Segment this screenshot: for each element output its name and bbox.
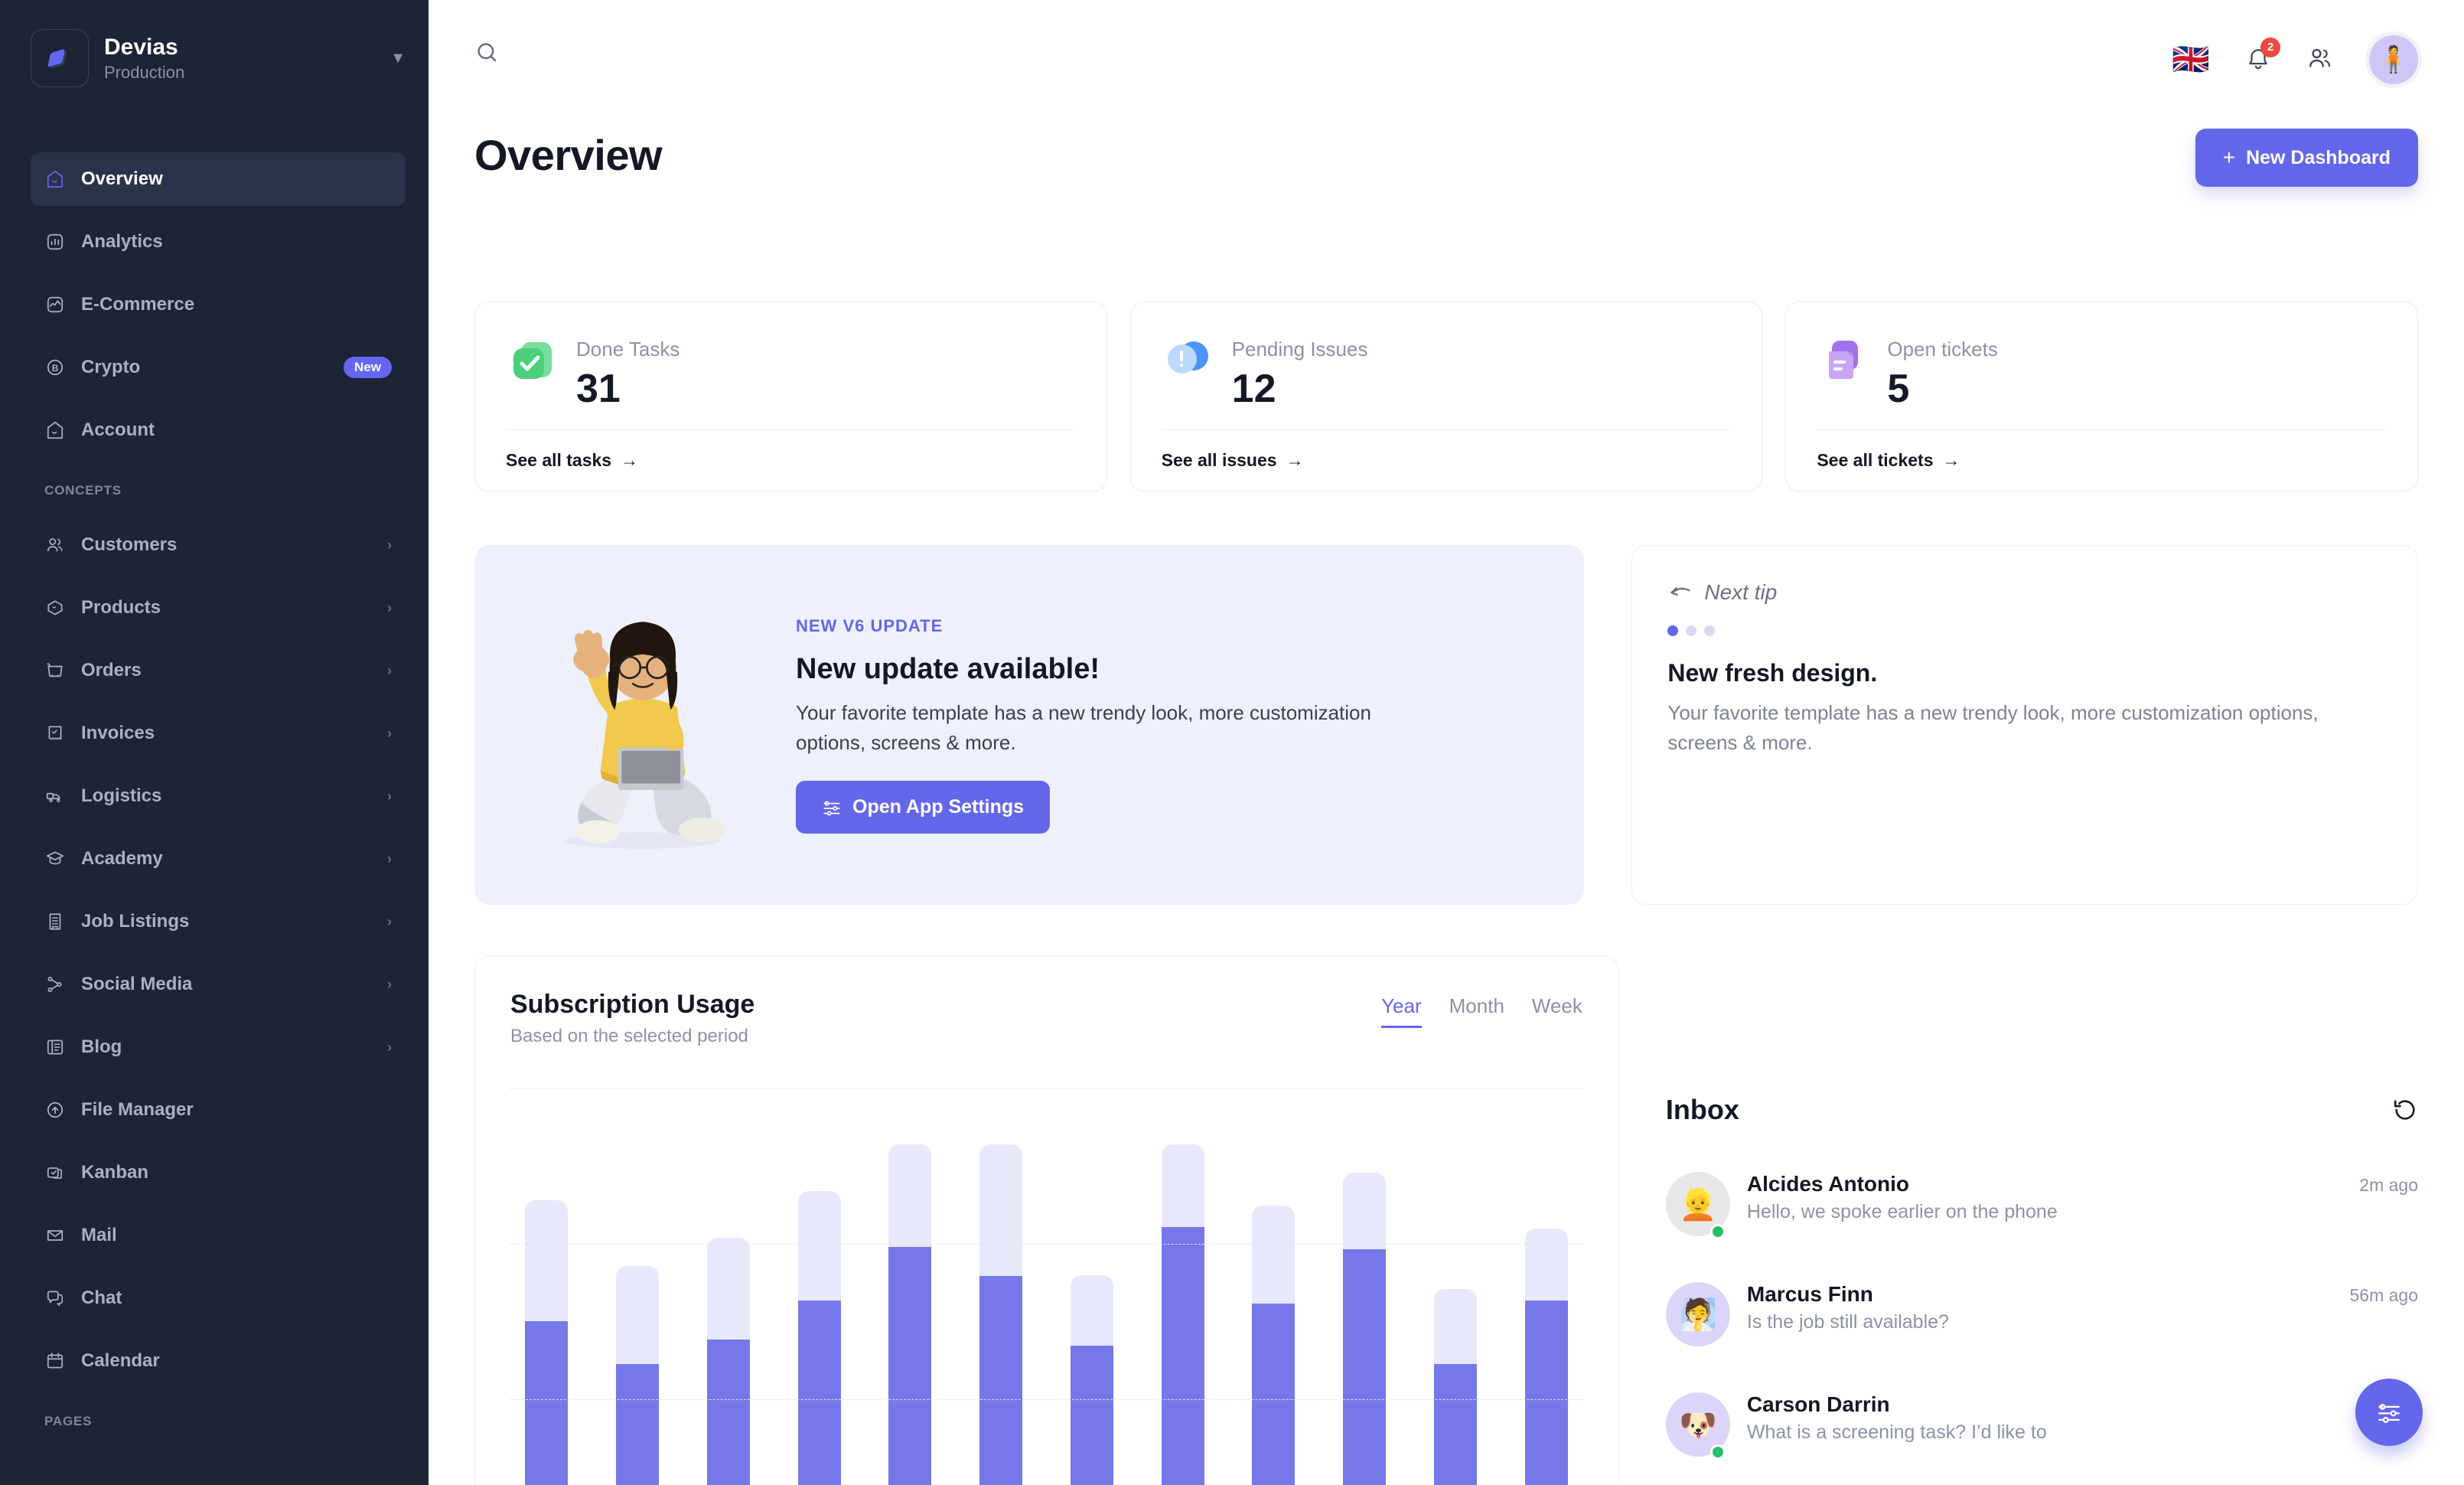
svg-text:B: B [52, 363, 59, 374]
